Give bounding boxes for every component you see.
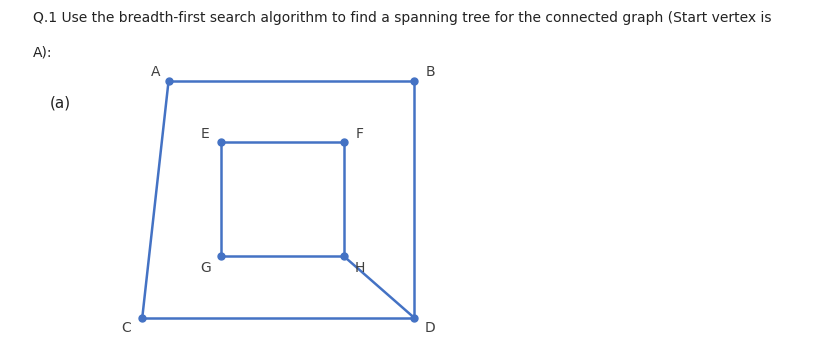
Text: A):: A): xyxy=(33,46,53,60)
Text: Q.1 Use the breadth-first search algorithm to find a spanning tree for the conne: Q.1 Use the breadth-first search algorit… xyxy=(33,11,772,25)
Text: C: C xyxy=(122,322,131,335)
Text: H: H xyxy=(355,261,365,275)
Text: B: B xyxy=(425,65,435,79)
Text: F: F xyxy=(356,127,364,140)
Text: G: G xyxy=(200,261,211,275)
Text: D: D xyxy=(424,322,435,335)
Text: A: A xyxy=(151,65,160,79)
Text: E: E xyxy=(201,127,210,140)
Text: (a): (a) xyxy=(49,95,71,110)
